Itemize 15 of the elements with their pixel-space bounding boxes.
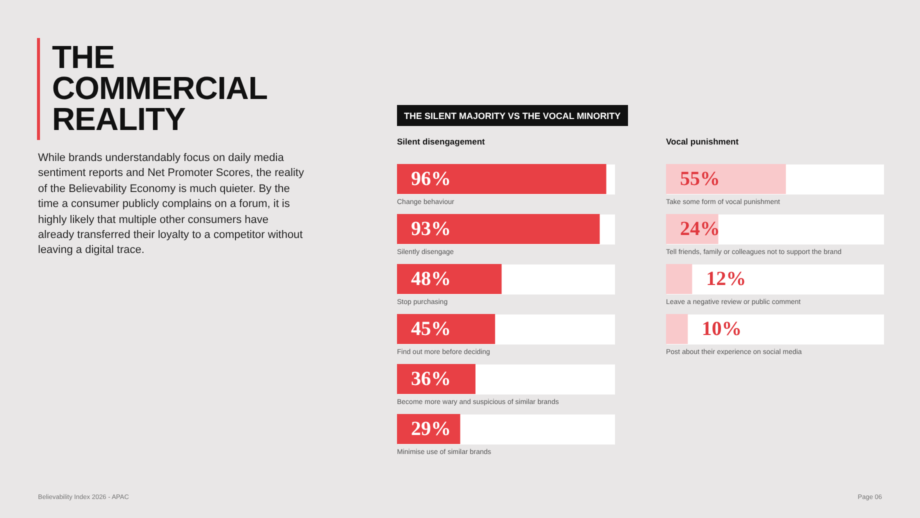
text: THE COMMERCIAL REALITY	[52, 39, 268, 137]
data-label: 24%	[680, 218, 720, 240]
data-label: 45%	[411, 318, 451, 340]
data-label: 12%	[706, 268, 746, 290]
chart-title: Vocal punishment	[666, 136, 739, 146]
data-label: 55%	[680, 168, 720, 190]
data-label: 96%	[411, 168, 451, 190]
chart-title: Silent disengagement	[397, 136, 486, 146]
text: THE SILENT MAJORITY VS THE VOCAL MINORITY	[397, 105, 628, 126]
data-label: 48%	[411, 268, 451, 290]
text: While brands understandably focus on daily media sentiment reports and Net Promoter Scores, the reality of the Believability Economy is much quieter. By the time a consumer publicly complains on a forum, it is highly likely that multiple other consumers have already transferred their loyalty to a competitor without leaving a digital trace.	[38, 151, 305, 258]
data-label: 10%	[702, 318, 742, 340]
data-label: 36%	[411, 368, 451, 390]
data-label: 29%	[411, 418, 451, 440]
data-label: 93%	[411, 218, 451, 240]
